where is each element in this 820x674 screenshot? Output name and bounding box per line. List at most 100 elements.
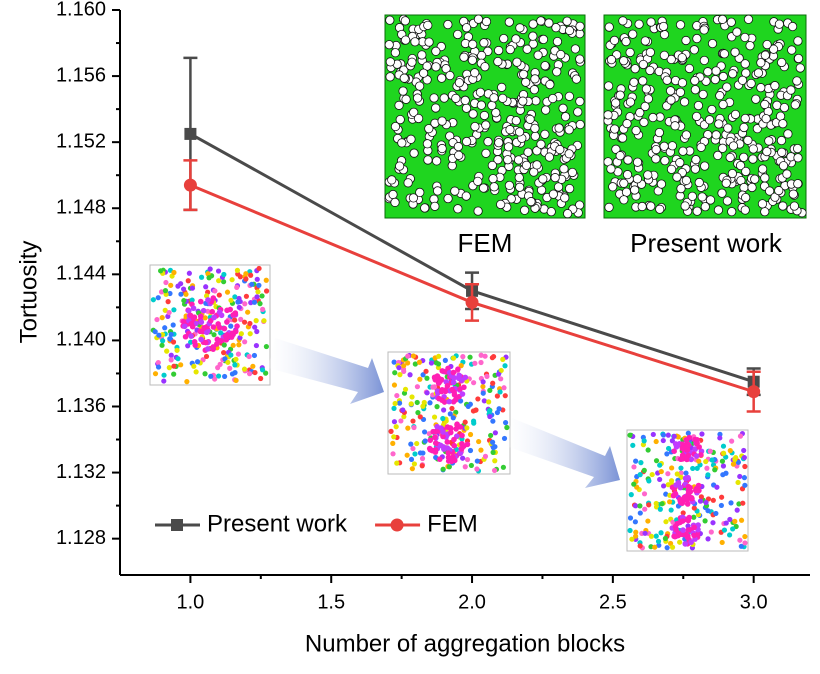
particle: [789, 190, 797, 198]
particle: [719, 72, 727, 80]
particle: [735, 480, 740, 485]
particle: [701, 203, 709, 211]
particle: [391, 406, 396, 411]
particle: [425, 390, 430, 395]
particle: [391, 198, 399, 206]
particle: [402, 95, 410, 103]
particle: [164, 349, 169, 354]
particle: [604, 111, 612, 119]
particle: [418, 51, 426, 59]
particle: [576, 97, 584, 105]
particle: [685, 475, 691, 481]
particle: [390, 451, 395, 456]
particle: [516, 183, 524, 191]
particle: [673, 527, 679, 533]
y-tick-label: 1.148: [56, 197, 106, 219]
particle: [703, 459, 708, 464]
particle: [462, 104, 470, 112]
particle: [493, 430, 498, 435]
particle: [425, 38, 433, 46]
particle: [642, 438, 647, 443]
particle: [468, 448, 473, 453]
particle: [188, 333, 194, 339]
particle: [728, 169, 736, 177]
particle: [465, 442, 471, 448]
particle: [628, 515, 633, 520]
x-tick-label: 1.5: [317, 591, 345, 613]
particle: [218, 338, 224, 344]
particle: [432, 414, 437, 419]
particle: [191, 364, 196, 369]
particle: [225, 290, 230, 295]
particle: [703, 500, 708, 505]
particle: [654, 534, 659, 539]
particle: [397, 401, 402, 406]
particle: [670, 545, 675, 550]
particle: [565, 150, 573, 158]
particle: [664, 451, 669, 456]
particle: [422, 429, 427, 434]
particle: [415, 384, 420, 389]
particle: [392, 382, 397, 387]
particle: [642, 85, 650, 93]
particle: [565, 26, 573, 34]
particle: [254, 329, 259, 334]
particle: [408, 442, 413, 447]
particle: [704, 68, 712, 76]
particle: [738, 76, 746, 84]
particle: [638, 510, 643, 515]
particle: [463, 420, 468, 425]
particle: [744, 15, 752, 23]
particle: [178, 362, 183, 367]
particle: [616, 91, 624, 99]
particle: [636, 108, 644, 116]
particle: [741, 33, 749, 41]
particle: [420, 456, 425, 461]
particle: [225, 360, 230, 365]
particle: [610, 125, 618, 133]
particle: [718, 15, 726, 23]
particle: [256, 283, 261, 288]
particle: [388, 429, 393, 434]
particle: [741, 448, 746, 453]
particle: [156, 333, 161, 338]
particle: [264, 288, 269, 293]
particle: [194, 369, 199, 374]
particle: [446, 71, 454, 79]
particle: [784, 130, 792, 138]
particle: [430, 94, 438, 102]
x-tick-label: 3.0: [740, 591, 768, 613]
particle: [174, 348, 179, 353]
particle: [417, 377, 422, 382]
particle: [234, 323, 240, 329]
particle: [742, 464, 747, 469]
particle: [430, 429, 436, 435]
particle: [559, 104, 567, 112]
particle: [658, 530, 663, 535]
particle: [661, 432, 666, 437]
particle: [474, 207, 482, 215]
particle: [638, 472, 643, 477]
particle: [394, 393, 399, 398]
particle: [716, 91, 724, 99]
particle: [239, 331, 244, 336]
particle: [405, 354, 410, 359]
y-tick-label: 1.152: [56, 130, 106, 152]
particle: [718, 144, 726, 152]
particle: [415, 82, 423, 90]
particle: [175, 356, 180, 361]
particle: [224, 308, 230, 314]
particle: [438, 144, 446, 152]
particle: [482, 17, 490, 25]
particle: [488, 161, 496, 169]
particle: [627, 433, 632, 438]
particle: [605, 203, 613, 211]
particle: [223, 333, 229, 339]
particle: [411, 38, 419, 46]
particle: [216, 373, 221, 378]
particle: [572, 75, 580, 83]
particle: [166, 299, 171, 304]
particle: [192, 342, 198, 348]
particle: [490, 183, 498, 191]
particle: [464, 425, 469, 430]
